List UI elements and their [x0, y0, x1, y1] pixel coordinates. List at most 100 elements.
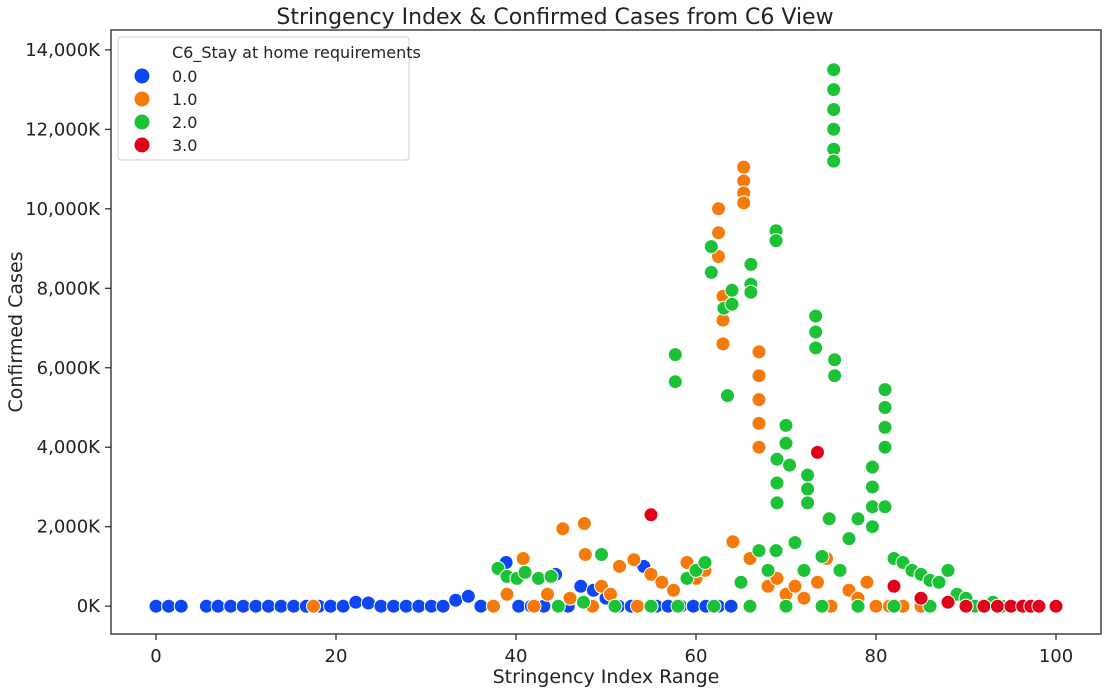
plot-frame	[110, 29, 1102, 635]
point-series-1.0	[576, 516, 592, 531]
point-series-3.0	[810, 444, 825, 460]
point-series-0.0	[248, 598, 264, 614]
x-tick-label: 80	[865, 646, 888, 667]
point-series-2.0	[800, 495, 816, 511]
point-series-0.0	[148, 598, 164, 614]
point-series-0.0	[335, 598, 351, 614]
point-series-2.0	[808, 340, 824, 356]
y-tick-label: 2,000K	[37, 517, 102, 538]
legend-title: C6_Stay at home requirements	[172, 43, 421, 63]
point-series-1.0	[796, 590, 812, 606]
point-series-0.0	[235, 598, 251, 614]
point-series-2.0	[720, 388, 735, 404]
y-tick-label: 14,000K	[25, 40, 101, 61]
point-series-1.0	[499, 586, 515, 602]
point-series-2.0	[778, 435, 794, 451]
x-tick-label: 0	[150, 646, 161, 667]
point-series-2.0	[667, 374, 683, 390]
point-series-2.0	[931, 574, 947, 590]
x-axis-label: Stringency Index Range	[493, 666, 720, 688]
point-series-2.0	[703, 264, 719, 280]
point-series-2.0	[864, 459, 880, 475]
point-series-1.0	[562, 590, 578, 606]
point-series-2.0	[724, 296, 740, 312]
legend-marker	[133, 113, 151, 131]
point-series-3.0	[913, 590, 929, 606]
point-series-1.0	[859, 574, 875, 590]
y-tick-label: 6,000K	[37, 358, 102, 379]
point-series-2.0	[724, 282, 740, 298]
point-series-1.0	[725, 534, 741, 550]
y-axis-label: Confirmed Cases	[5, 251, 27, 412]
point-series-0.0	[223, 598, 239, 614]
point-series-0.0	[373, 598, 389, 614]
point-series-1.0	[787, 578, 803, 594]
x-tick-label: 40	[505, 646, 528, 667]
point-series-2.0	[826, 121, 842, 137]
legend-marker	[133, 136, 151, 154]
point-series-2.0	[850, 598, 866, 614]
point-series-1.0	[577, 547, 593, 562]
point-series-2.0	[814, 598, 830, 614]
point-series-2.0	[531, 570, 546, 586]
y-tick-label: 0K	[77, 596, 101, 617]
point-series-2.0	[733, 574, 749, 590]
point-series-2.0	[800, 481, 816, 497]
point-series-2.0	[787, 535, 803, 551]
point-series-3.0	[1031, 598, 1047, 614]
point-series-2.0	[768, 543, 784, 559]
legend-label: 3.0	[172, 136, 197, 155]
point-series-2.0	[877, 439, 893, 455]
point-series-3.0	[1048, 598, 1064, 614]
point-series-1.0	[736, 195, 752, 211]
point-series-2.0	[827, 352, 843, 368]
point-series-2.0	[826, 62, 842, 78]
point-series-0.0	[273, 598, 289, 614]
point-series-0.0	[161, 598, 177, 614]
point-series-2.0	[643, 598, 659, 614]
point-series-3.0	[990, 598, 1005, 614]
point-series-1.0	[711, 225, 726, 241]
point-series-2.0	[877, 419, 893, 435]
point-series-0.0	[286, 598, 302, 614]
chart-title: Stringency Index & Confirmed Cases from …	[276, 5, 833, 30]
point-series-0.0	[448, 592, 464, 608]
point-series-2.0	[550, 598, 566, 614]
point-series-2.0	[814, 549, 830, 564]
point-series-2.0	[864, 479, 880, 495]
y-tick-label: 4,000K	[37, 437, 102, 458]
point-series-2.0	[543, 568, 559, 584]
point-series-1.0	[626, 552, 642, 568]
point-series-1.0	[643, 566, 659, 582]
point-series-2.0	[667, 347, 683, 363]
point-series-2.0	[808, 308, 824, 324]
data-points	[148, 62, 1064, 614]
point-series-1.0	[868, 598, 884, 614]
point-series-0.0	[261, 598, 276, 614]
point-series-0.0	[511, 598, 527, 614]
point-series-0.0	[360, 595, 376, 611]
point-series-1.0	[666, 582, 681, 598]
point-series-1.0	[751, 415, 767, 431]
point-series-1.0	[711, 201, 726, 217]
point-series-2.0	[778, 417, 794, 433]
point-series-1.0	[736, 159, 752, 175]
point-series-2.0	[703, 239, 719, 255]
point-series-0.0	[685, 598, 701, 614]
point-series-2.0	[670, 598, 686, 614]
point-series-2.0	[826, 102, 842, 117]
point-series-2.0	[877, 400, 893, 415]
point-series-2.0	[796, 562, 812, 578]
point-series-0.0	[573, 578, 589, 594]
point-series-3.0	[976, 598, 992, 614]
point-series-0.0	[411, 598, 427, 614]
legend-label: 2.0	[172, 113, 197, 132]
point-series-2.0	[607, 598, 623, 614]
point-series-2.0	[864, 519, 880, 535]
legend-marker	[133, 90, 151, 108]
legend-label: 1.0	[172, 90, 197, 109]
point-series-3.0	[958, 598, 974, 614]
point-series-2.0	[940, 562, 956, 578]
point-series-0.0	[460, 588, 476, 604]
